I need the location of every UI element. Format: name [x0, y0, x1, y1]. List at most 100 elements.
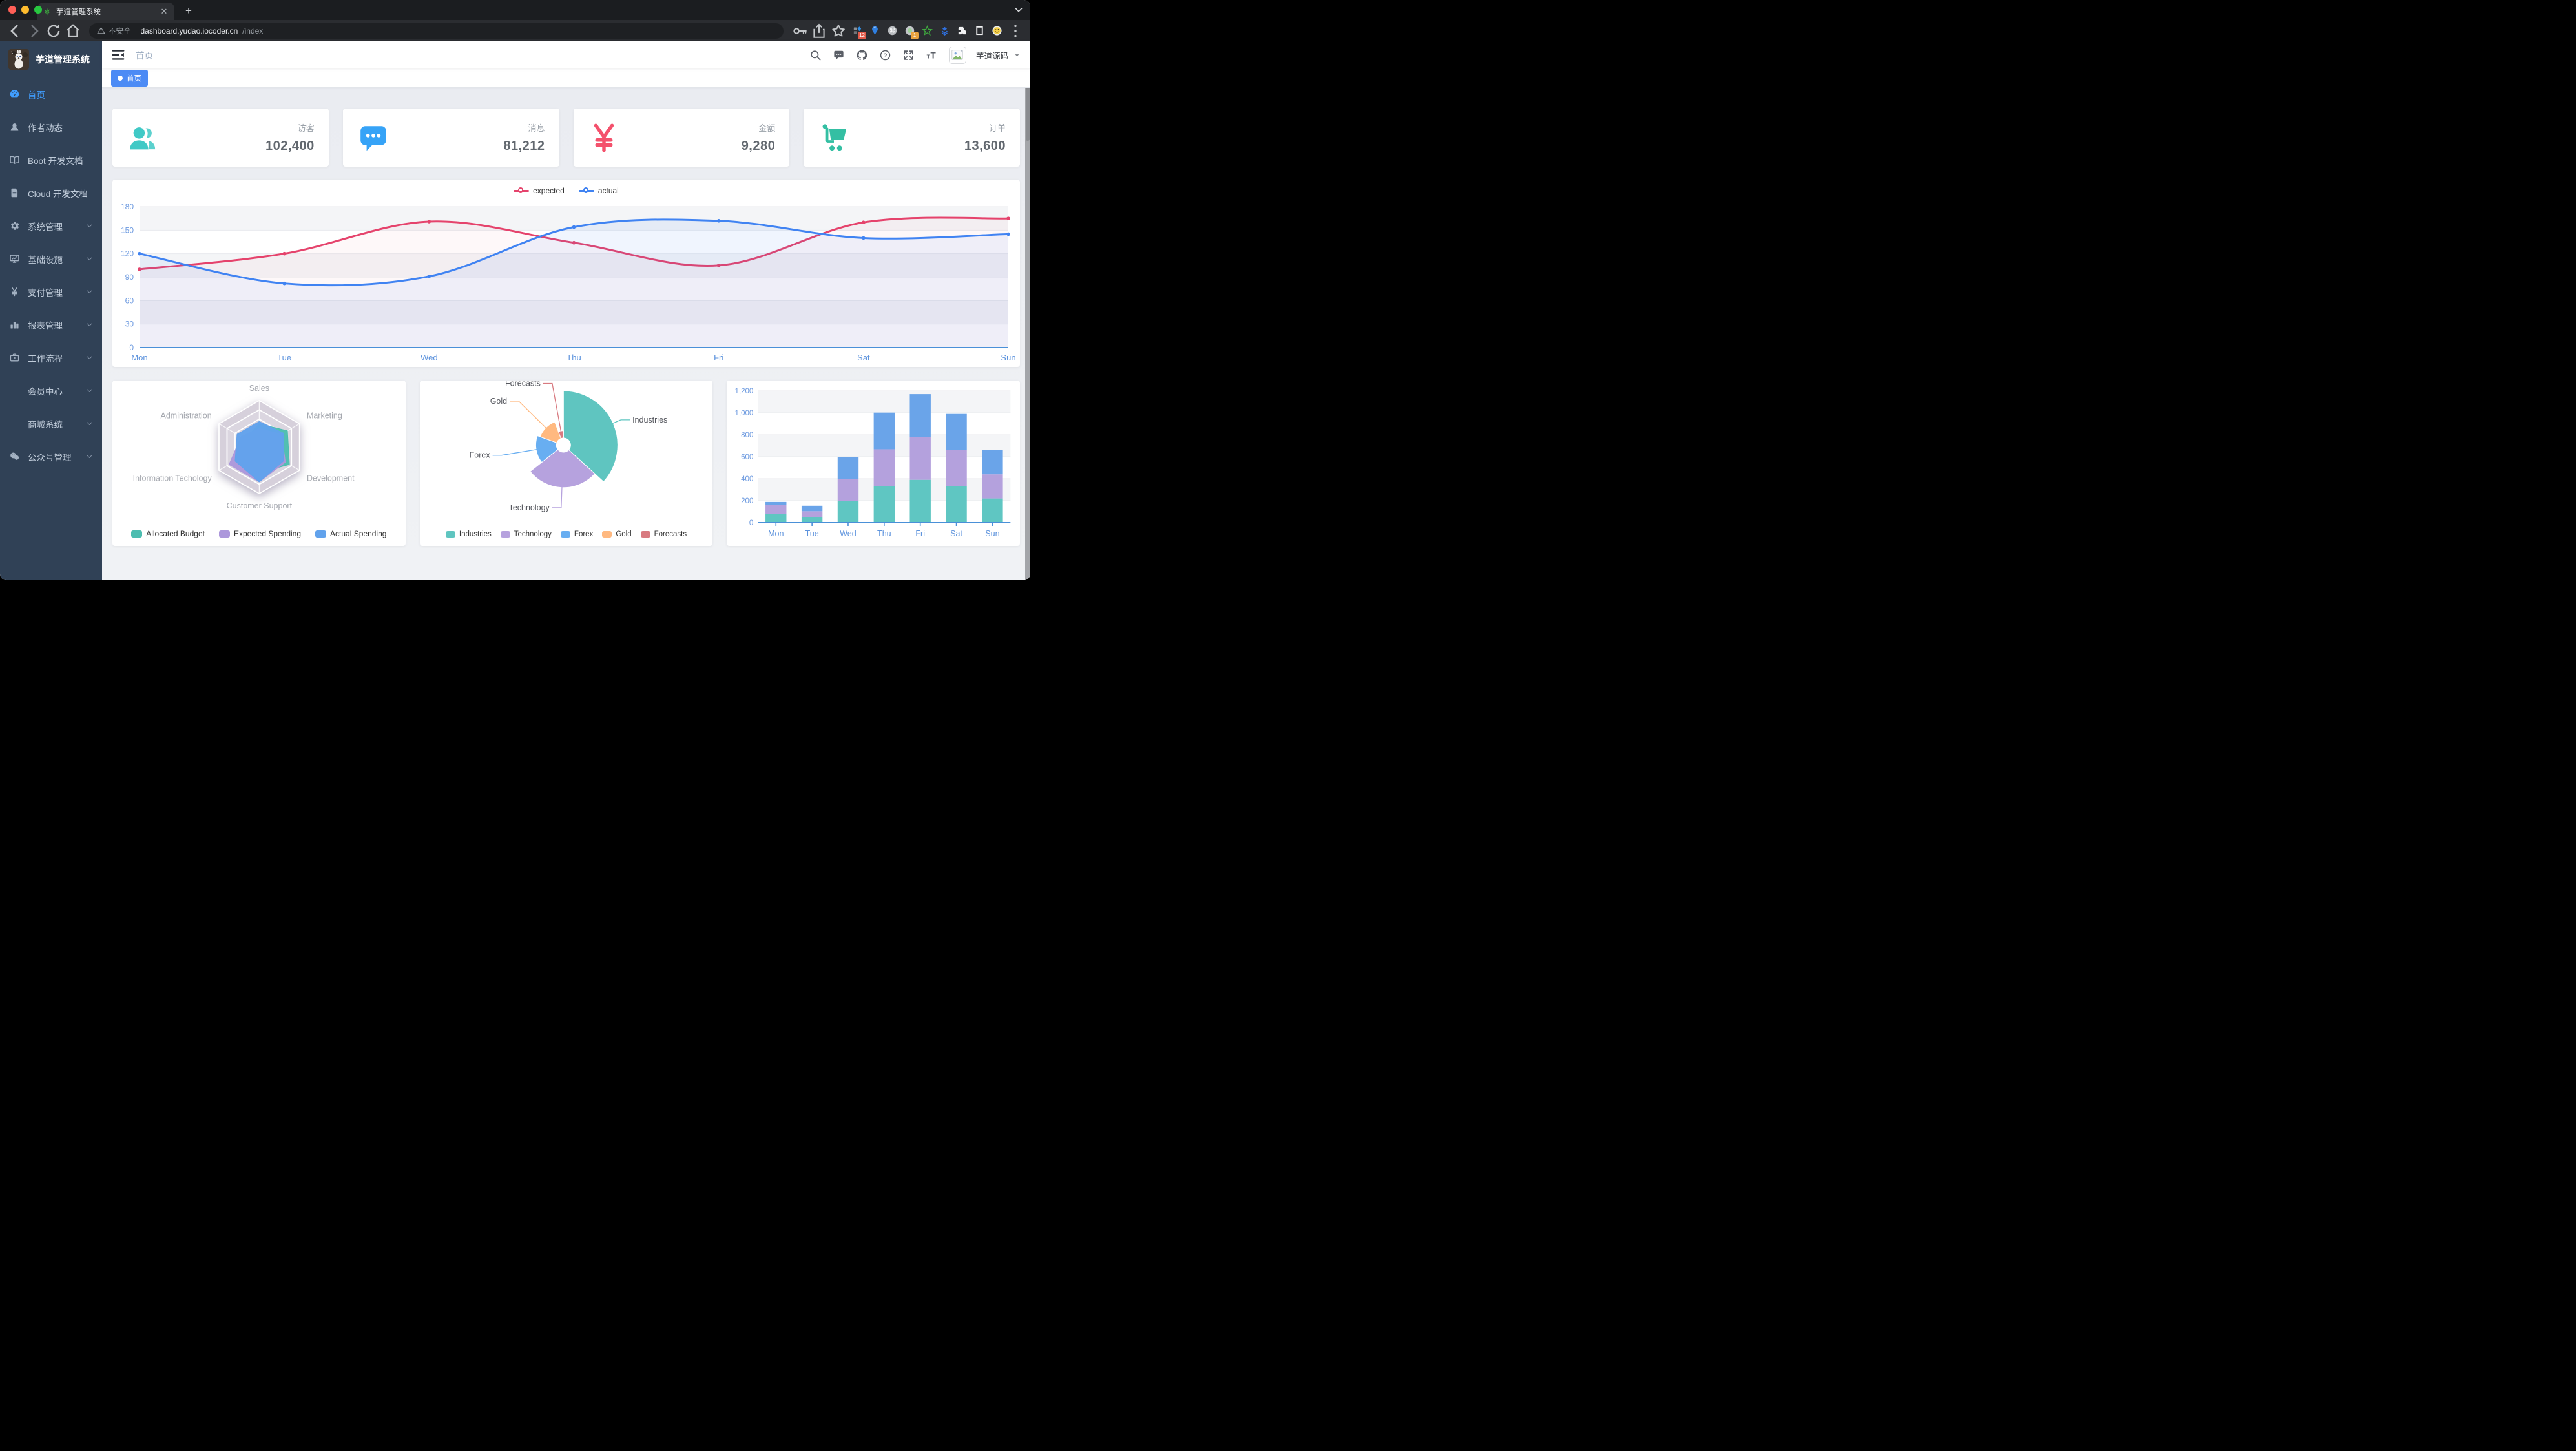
- legend-label: Industries: [459, 530, 492, 538]
- page-scrollbar[interactable]: [1025, 41, 1030, 580]
- legend-item-expected[interactable]: expected: [514, 186, 565, 195]
- legend-label: Actual Spending: [330, 529, 387, 538]
- line-chart[interactable]: 0 30 60 90 120 150 180 Mon Tue Wed Thu Fri Sat Sun: [112, 180, 1020, 367]
- extension-badge: 1: [911, 31, 919, 39]
- svg-text:Sat: Sat: [857, 353, 870, 362]
- sidebar-item-作者动态[interactable]: 作者动态: [0, 110, 102, 143]
- bookmark-star-icon[interactable]: [830, 23, 847, 39]
- svg-text:Industries: Industries: [632, 415, 667, 424]
- user-menu[interactable]: 芋道源码: [948, 46, 1021, 64]
- chevron-down-icon: [86, 321, 93, 328]
- tab-close-icon[interactable]: ✕: [160, 6, 168, 16]
- stat-value: 9,280: [741, 139, 776, 153]
- minimize-window-icon[interactable]: [21, 6, 29, 14]
- legend-item-Allocated Budget[interactable]: Allocated Budget: [131, 529, 205, 538]
- browser-menu-icon[interactable]: [1007, 23, 1024, 39]
- sidebar-item-Cloud 开发文档[interactable]: Cloud 开发文档: [0, 176, 102, 209]
- address-bar[interactable]: 不安全 dashboard.yudao.iocoder.cn/index: [89, 23, 784, 39]
- stat-title: 金额: [758, 123, 776, 133]
- sidebar-item-会员中心[interactable]: 会员中心: [0, 374, 102, 407]
- line-chart-panel: expected actual 0 30 60 90 120 150 180 Mon Tue Wed…: [112, 180, 1020, 367]
- frame-ext-icon[interactable]: [971, 23, 987, 39]
- new-tab-button[interactable]: +: [185, 5, 192, 17]
- bar-chart[interactable]: 0 200 400 600 800 1,000 1,200 Mon Tue Wed Thu Fri Sa…: [727, 381, 1020, 546]
- browser-window: 芋道管理系统 ✕ + 不安全 dashboard.yudao.iocoder.c…: [0, 0, 1030, 580]
- sidebar-logo[interactable]: 芋道管理系统: [0, 41, 102, 78]
- reload-button[interactable]: [45, 23, 62, 39]
- star-ext-icon[interactable]: [919, 23, 935, 39]
- svg-text:Forex: Forex: [469, 451, 490, 460]
- sidebar-item-系统管理[interactable]: 系统管理: [0, 209, 102, 242]
- warning-icon: [97, 26, 105, 35]
- sidebar-item-商城系统[interactable]: 商城系统: [0, 407, 102, 440]
- briefcase-icon: [9, 352, 20, 363]
- pie-chart-panel: Industries Technology Forex Gold Forecasts I…: [419, 379, 713, 546]
- pie-chart-legend: Industries Technology Forex Gold Forecasts: [420, 530, 713, 538]
- security-warning[interactable]: 不安全: [97, 26, 131, 36]
- legend-item-Actual Spending[interactable]: Actual Spending: [315, 529, 386, 538]
- svg-text:T: T: [931, 50, 937, 60]
- svg-text:60: 60: [125, 296, 134, 305]
- wechat-icon: [9, 451, 20, 462]
- stat-card-金额[interactable]: 金额 9,280: [573, 109, 790, 167]
- breadcrumb[interactable]: 首页: [136, 51, 153, 61]
- sidebar-item-基础设施[interactable]: 基础设施: [0, 242, 102, 275]
- tab-strip-chevron-icon[interactable]: [1013, 5, 1024, 15]
- balloon-ext-icon[interactable]: [867, 23, 882, 39]
- browser-tab[interactable]: 芋道管理系统 ✕: [37, 3, 174, 20]
- collapse-sidebar-icon[interactable]: [111, 48, 125, 62]
- svg-text:30: 30: [125, 320, 134, 329]
- puzzle-ext-icon[interactable]: [954, 23, 970, 39]
- legend-item-actual[interactable]: actual: [578, 186, 619, 195]
- dot-ext-icon[interactable]: 1: [902, 23, 919, 39]
- sidebar-item-工作流程[interactable]: 工作流程: [0, 341, 102, 374]
- svg-text:Thu: Thu: [566, 353, 581, 362]
- password-key-icon[interactable]: [791, 23, 808, 39]
- chevrons-ext-icon[interactable]: [937, 23, 952, 39]
- smiley-ext-icon[interactable]: [989, 23, 1004, 39]
- svg-text:Fri: Fri: [916, 529, 926, 538]
- svg-text:150: 150: [121, 225, 134, 235]
- sidebar-item-报表管理[interactable]: 报表管理: [0, 308, 102, 341]
- share-icon[interactable]: [811, 23, 827, 39]
- back-button[interactable]: [6, 23, 23, 39]
- sidebar-item-支付管理[interactable]: 支付管理: [0, 275, 102, 308]
- legend-item-Forecasts[interactable]: Forecasts: [640, 530, 687, 538]
- home-button[interactable]: [65, 23, 81, 39]
- legend-item-Forex[interactable]: Forex: [560, 530, 594, 538]
- forward-button[interactable]: [26, 23, 43, 39]
- pie-chart[interactable]: Industries Technology Forex Gold Forecasts: [420, 379, 713, 546]
- fullscreen-icon[interactable]: [902, 49, 915, 61]
- tag-首页[interactable]: 首页: [111, 69, 148, 87]
- legend-item-Gold[interactable]: Gold: [602, 530, 632, 538]
- svg-text:Wed: Wed: [421, 353, 438, 362]
- stat-card-访客[interactable]: 访客 102,400: [112, 109, 329, 167]
- command-ext-icon[interactable]: ⌘: [884, 23, 900, 39]
- github-icon[interactable]: [856, 49, 868, 61]
- maximize-window-icon[interactable]: [34, 6, 42, 14]
- legend-label: Forex: [574, 530, 594, 538]
- grid-ext-icon[interactable]: 12: [849, 23, 866, 39]
- close-window-icon[interactable]: [8, 6, 16, 14]
- svg-text:Tue: Tue: [805, 529, 819, 538]
- radar-chart-legend: Allocated Budget Expected Spending Actual …: [112, 529, 406, 538]
- document-icon: [9, 187, 20, 198]
- chat-icon[interactable]: [833, 49, 845, 61]
- radar-chart[interactable]: Sales Marketing Development Customer Suppor…: [112, 381, 406, 546]
- sidebar-item-label: 会员中心: [28, 386, 63, 397]
- sidebar-item-公众号管理[interactable]: 公众号管理: [0, 440, 102, 473]
- svg-text:Fri: Fri: [714, 353, 723, 362]
- stat-card-消息[interactable]: 消息 81,212: [342, 109, 559, 167]
- svg-text:Customer Support: Customer Support: [227, 501, 293, 510]
- legend-item-Industries[interactable]: Industries: [445, 530, 492, 538]
- search-icon[interactable]: [809, 49, 822, 61]
- legend-item-Expected Spending[interactable]: Expected Spending: [218, 529, 301, 538]
- sidebar-item-Boot 开发文档[interactable]: Boot 开发文档: [0, 143, 102, 176]
- legend-item-Technology[interactable]: Technology: [500, 530, 552, 538]
- svg-text:Development: Development: [307, 474, 355, 483]
- sidebar-item-首页[interactable]: 首页: [0, 78, 102, 110]
- stat-card-订单[interactable]: 订单 13,600: [804, 109, 1020, 167]
- sidebar-item-label: 作者动态: [28, 123, 63, 133]
- question-icon[interactable]: ?: [879, 49, 891, 61]
